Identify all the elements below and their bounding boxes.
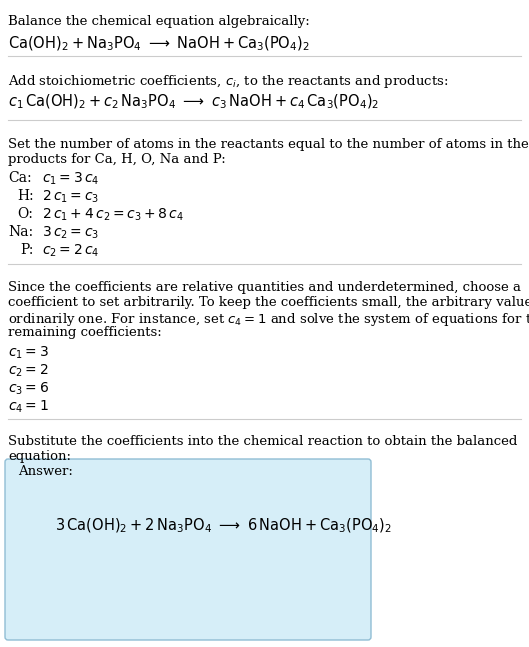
Text: $2\,c_1 = c_3$: $2\,c_1 = c_3$ xyxy=(42,189,99,205)
Text: $2\,c_1 + 4\,c_2 = c_3 + 8\,c_4$: $2\,c_1 + 4\,c_2 = c_3 + 8\,c_4$ xyxy=(42,207,184,223)
Text: $c_3 = 6$: $c_3 = 6$ xyxy=(8,381,49,397)
Text: $c_1 = 3$: $c_1 = 3$ xyxy=(8,345,49,362)
Text: Na:: Na: xyxy=(8,225,33,239)
Text: $3\,\mathrm{Ca(OH)_2} + 2\,\mathrm{Na_3PO_4}\ {\longrightarrow}\ 6\,\mathrm{NaOH: $3\,\mathrm{Ca(OH)_2} + 2\,\mathrm{Na_3P… xyxy=(55,517,392,536)
Text: P:: P: xyxy=(20,243,33,257)
Text: Substitute the coefficients into the chemical reaction to obtain the balanced: Substitute the coefficients into the che… xyxy=(8,435,517,448)
Text: Since the coefficients are relative quantities and underdetermined, choose a: Since the coefficients are relative quan… xyxy=(8,281,521,294)
Text: coefficient to set arbitrarily. To keep the coefficients small, the arbitrary va: coefficient to set arbitrarily. To keep … xyxy=(8,296,529,309)
Text: products for Ca, H, O, Na and P:: products for Ca, H, O, Na and P: xyxy=(8,153,226,166)
Text: O:: O: xyxy=(17,207,33,221)
FancyBboxPatch shape xyxy=(5,459,371,640)
Text: $c_2 = 2\,c_4$: $c_2 = 2\,c_4$ xyxy=(42,243,99,259)
Text: Ca:: Ca: xyxy=(8,171,32,185)
Text: Balance the chemical equation algebraically:: Balance the chemical equation algebraica… xyxy=(8,15,310,28)
Text: ordinarily one. For instance, set $c_4 = 1$ and solve the system of equations fo: ordinarily one. For instance, set $c_4 =… xyxy=(8,311,529,328)
Text: $\mathrm{Ca(OH)_2 + Na_3PO_4 \ {\longrightarrow}\ NaOH + Ca_3(PO_4)_2}$: $\mathrm{Ca(OH)_2 + Na_3PO_4 \ {\longrig… xyxy=(8,35,310,54)
Text: $c_1 = 3\,c_4$: $c_1 = 3\,c_4$ xyxy=(42,171,99,188)
Text: Set the number of atoms in the reactants equal to the number of atoms in the: Set the number of atoms in the reactants… xyxy=(8,138,529,151)
Text: Answer:: Answer: xyxy=(18,465,73,478)
Text: H:: H: xyxy=(17,189,34,203)
Text: equation:: equation: xyxy=(8,450,71,463)
Text: $3\,c_2 = c_3$: $3\,c_2 = c_3$ xyxy=(42,225,99,241)
Text: $c_4 = 1$: $c_4 = 1$ xyxy=(8,399,49,415)
Text: Add stoichiometric coefficients, $c_i$, to the reactants and products:: Add stoichiometric coefficients, $c_i$, … xyxy=(8,73,449,90)
Text: remaining coefficients:: remaining coefficients: xyxy=(8,326,162,339)
Text: $c_2 = 2$: $c_2 = 2$ xyxy=(8,363,49,379)
Text: $c_1\,\mathrm{Ca(OH)_2} + c_2\,\mathrm{Na_3PO_4}\ {\longrightarrow}\ c_3\,\mathr: $c_1\,\mathrm{Ca(OH)_2} + c_2\,\mathrm{N… xyxy=(8,93,379,111)
